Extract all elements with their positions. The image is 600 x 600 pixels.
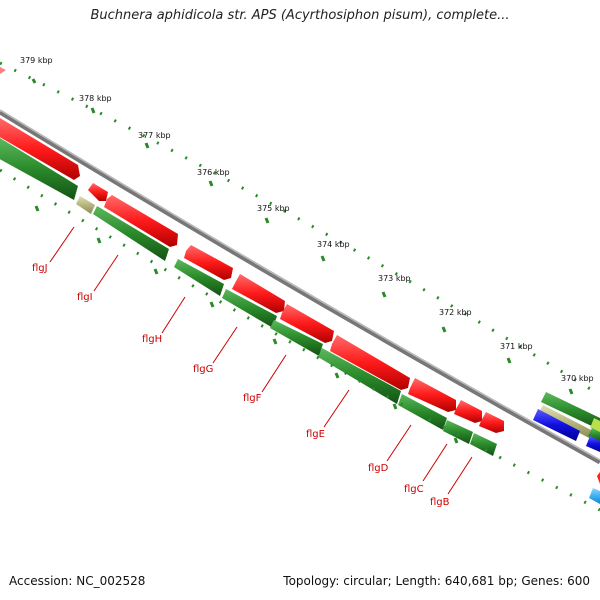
cds-blue-right bbox=[533, 409, 580, 441]
tick-label: 372 kbp bbox=[439, 308, 472, 317]
tick-label: 379 kbp bbox=[20, 56, 53, 65]
tick-label: 371 kbp bbox=[500, 342, 533, 351]
cds-tail-forward bbox=[479, 412, 504, 433]
gene-label-flgJ: flgJ bbox=[32, 263, 48, 274]
tick-label: 375 kbp bbox=[257, 204, 290, 213]
cds-flgI-forward bbox=[88, 183, 108, 201]
cds-green-7 bbox=[398, 394, 447, 430]
tick-track-inner bbox=[0, 168, 600, 512]
cds-tan-1 bbox=[76, 196, 95, 214]
gene-label-flgG: flgG bbox=[193, 364, 213, 375]
accession-text: Accession: NC_002528 bbox=[9, 574, 146, 588]
cds-green-1 bbox=[0, 138, 78, 200]
major-ticks-inner bbox=[34, 205, 459, 444]
tick-label: 370 kbp bbox=[561, 374, 594, 383]
gene-label-flgF: flgF bbox=[243, 393, 262, 404]
cds-green-9 bbox=[470, 433, 497, 456]
cds-tan-right bbox=[539, 405, 595, 439]
gene-label-flgD: flgD bbox=[368, 463, 389, 474]
cds-red-right bbox=[597, 472, 600, 484]
right-features bbox=[533, 392, 600, 504]
cds-green-2 bbox=[93, 206, 169, 261]
cds-green-right bbox=[541, 392, 600, 430]
gene-label-flgB: flgB bbox=[430, 497, 450, 508]
cds-flgJ-forward bbox=[0, 118, 80, 180]
gene-label-flgI: flgI bbox=[77, 292, 93, 303]
cds-blue-right-2 bbox=[586, 436, 600, 452]
cds-green-3 bbox=[174, 259, 224, 296]
cds-flgH-forward bbox=[104, 195, 178, 247]
label-leaders bbox=[49, 226, 473, 495]
cds-flgE-forward bbox=[280, 304, 334, 343]
cds-green-right-2 bbox=[588, 428, 600, 442]
cds-flgB-forward bbox=[454, 400, 482, 423]
tick-label: 378 kbp bbox=[79, 94, 112, 103]
tick-label: 374 kbp bbox=[317, 240, 350, 249]
map-title: Buchnera aphidicola str. APS (Acyrthosip… bbox=[90, 8, 510, 23]
tick-label: 376 kbp bbox=[197, 168, 230, 177]
cds-green-6 bbox=[318, 348, 401, 404]
gene-label-flgE: flgE bbox=[306, 429, 325, 440]
tick-label: 373 kbp bbox=[378, 274, 411, 283]
cds-flgC-forward bbox=[408, 378, 456, 412]
cds-green-4 bbox=[222, 289, 277, 328]
gene-label-flgH: flgH bbox=[142, 334, 162, 345]
summary-text: Topology: circular; Length: 640,681 bp; … bbox=[283, 574, 590, 588]
cds-flgF-forward bbox=[232, 274, 285, 313]
forward-cds-track bbox=[0, 118, 504, 433]
cds-flgD-forward bbox=[330, 335, 410, 390]
major-ticks-outer bbox=[31, 78, 574, 395]
cds-green-5 bbox=[270, 320, 323, 356]
reverse-cds-track bbox=[0, 138, 497, 456]
tick-label: 377 kbp bbox=[138, 131, 171, 140]
cds-flgG-forward bbox=[184, 245, 233, 280]
cds-cyan-right bbox=[589, 488, 600, 504]
cds-green-8 bbox=[443, 420, 473, 444]
backbone bbox=[0, 109, 600, 465]
gene-label-flgC: flgC bbox=[404, 484, 424, 495]
feature-marker bbox=[0, 67, 6, 74]
